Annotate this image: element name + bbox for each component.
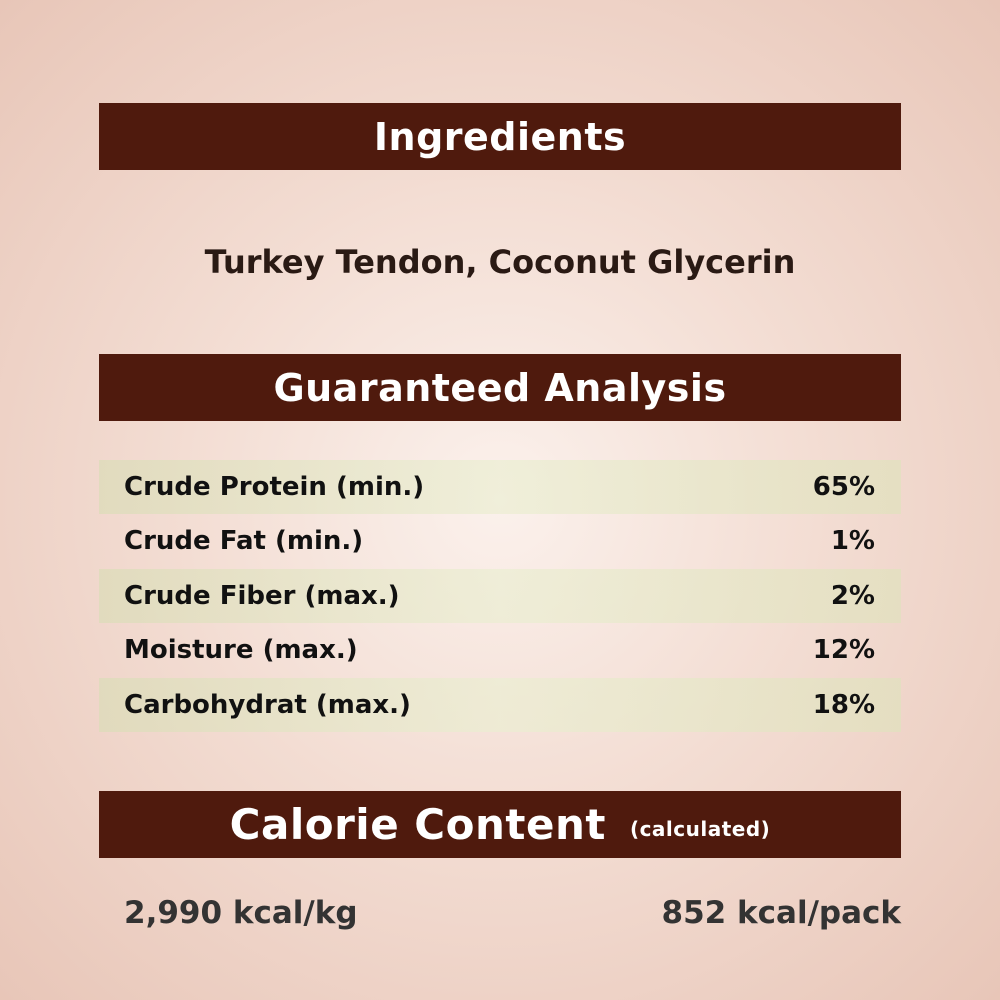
calorie-heading: Calorie Content bbox=[229, 800, 606, 849]
calorie-note: (calculated) bbox=[629, 816, 771, 841]
ingredients-heading: Ingredients bbox=[373, 114, 627, 159]
analysis-row: Carbohydrat (max.) 18% bbox=[99, 678, 901, 732]
ingredients-text: Turkey Tendon, Coconut Glycerin bbox=[204, 243, 796, 281]
ingredients-heading-bar: Ingredients bbox=[99, 103, 901, 170]
analysis-row: Crude Fiber (max.) 2% bbox=[99, 569, 901, 623]
row-label: Crude Protein (min.) bbox=[124, 472, 425, 502]
row-value: 65% bbox=[812, 472, 875, 502]
calorie-heading-bar: Calorie Content (calculated) bbox=[99, 791, 901, 858]
row-value: 2% bbox=[830, 581, 875, 611]
analysis-heading-bar: Guaranteed Analysis bbox=[99, 354, 901, 421]
calorie-per-pack: 852 kcal/pack bbox=[661, 895, 901, 931]
row-value: 1% bbox=[830, 526, 875, 556]
analysis-row: Moisture (max.) 12% bbox=[99, 623, 901, 677]
row-value: 12% bbox=[812, 635, 875, 665]
calorie-per-kg: 2,990 kcal/kg bbox=[124, 895, 358, 931]
row-label: Moisture (max.) bbox=[124, 635, 358, 665]
analysis-row: Crude Protein (min.) 65% bbox=[99, 460, 901, 514]
row-value: 18% bbox=[812, 690, 875, 720]
row-label: Crude Fat (min.) bbox=[124, 526, 364, 556]
row-label: Crude Fiber (max.) bbox=[124, 581, 400, 611]
analysis-heading: Guaranteed Analysis bbox=[273, 365, 727, 410]
analysis-row: Crude Fat (min.) 1% bbox=[99, 514, 901, 568]
row-label: Carbohydrat (max.) bbox=[124, 690, 411, 720]
